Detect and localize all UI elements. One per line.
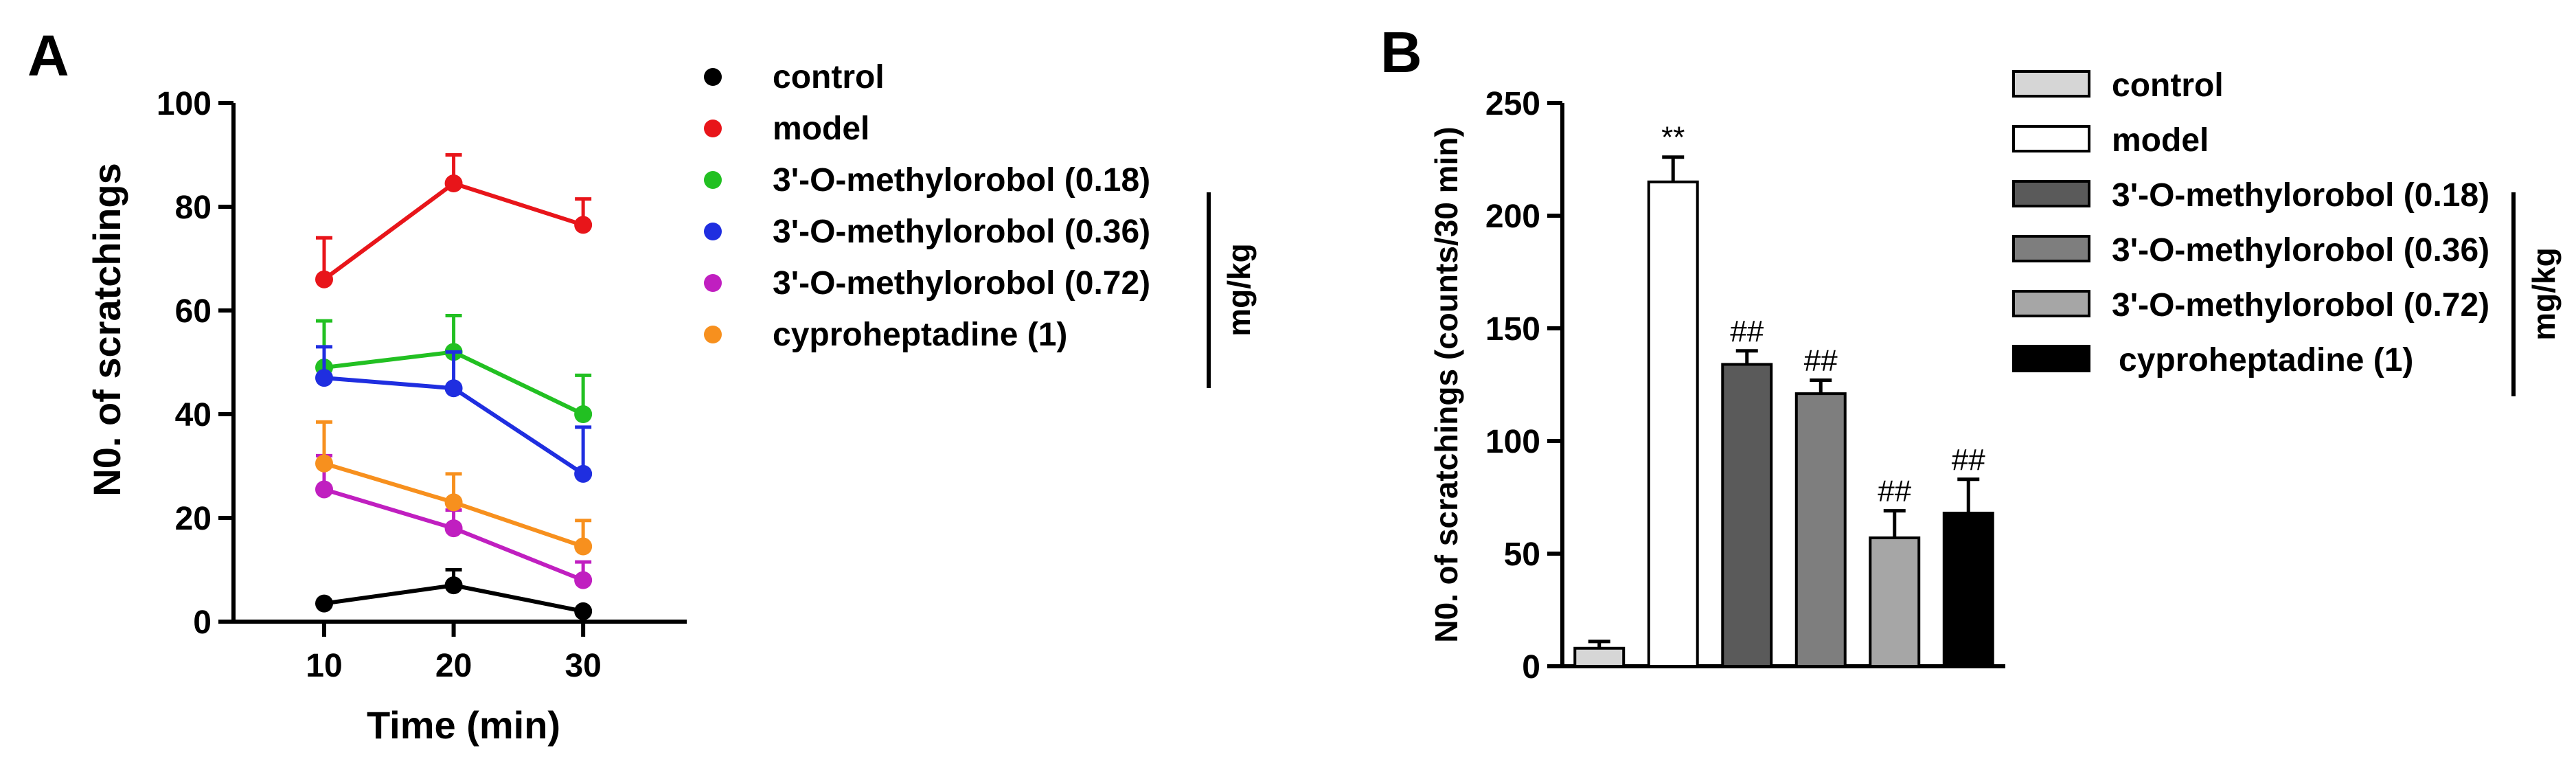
panel-b-legend-label: 3'-O-methylorobol (0.72) <box>2112 287 2489 324</box>
panel-a-data-point <box>574 571 593 589</box>
panel-b-legend-label: 3'-O-methylorobol (0.36) <box>2112 232 2489 269</box>
panel-b-legend-swatch <box>2012 180 2090 207</box>
panel-a-legend-marker <box>704 120 722 137</box>
panel-a-series-line <box>323 181 584 282</box>
panel-a-data-point <box>574 405 593 423</box>
panel-b-legend-swatch <box>2012 125 2090 152</box>
panel-b-bar <box>1794 392 1847 668</box>
panel-a-legend-marker <box>704 171 722 189</box>
panel-a-data-point <box>315 454 333 473</box>
panel-b-legend-label: cyproheptadine (1) <box>2119 342 2413 378</box>
panel-b-legend-swatch <box>2012 70 2090 98</box>
panel-b-significance-label: ## <box>1730 315 1764 348</box>
panel-b-y-tick-label: 150 <box>1485 311 1540 348</box>
panel-a-y-tick-label: 40 <box>175 397 212 433</box>
panel-a-legend-label: model <box>773 111 869 147</box>
panel-b-bar-chart: B N0. of scratchings (counts/30 min) 0 50… <box>1380 20 2562 686</box>
panel-a-data-point <box>574 602 593 620</box>
panel-a-data-point <box>315 594 333 613</box>
panel-b-y-tick-label: 250 <box>1485 86 1540 122</box>
panel-b-bar <box>1942 511 1994 668</box>
panel-b-bar <box>1721 363 1773 668</box>
panel-a-unit-label: mg/kg <box>1221 243 1257 336</box>
panel-a-line-chart: A N0. of scratchings Time (min) 0 20 40 60 8… <box>27 23 1257 747</box>
panel-a-y-tick-label: 80 <box>175 190 212 226</box>
panel-a-letter: A <box>27 23 69 88</box>
panel-a-x-tick-label: 30 <box>565 648 601 684</box>
panel-a-legend: control model 3'-O-methylorobol (0.18) 3'-O… <box>704 59 1150 353</box>
panel-a-data-point <box>444 493 463 512</box>
panel-b-bar <box>1647 180 1699 668</box>
panel-b-legend-swatch <box>2012 290 2090 317</box>
panel-a-data-point <box>444 379 463 398</box>
panel-a-data-point <box>315 270 333 288</box>
panel-a-y-tick-label: 100 <box>157 86 212 122</box>
panel-b-significance-label: ** <box>1661 121 1685 155</box>
panel-b-y-tick-label: 100 <box>1485 424 1540 460</box>
panel-a-y-tick-label: 20 <box>175 501 212 537</box>
panel-a-data-point <box>444 576 463 595</box>
panel-a-data-point <box>574 216 593 234</box>
panel-a-data-point <box>574 464 593 483</box>
panel-a-legend-label: 3'-O-methylorobol (0.72) <box>773 265 1150 302</box>
panel-a-x-tick-label: 10 <box>306 648 342 684</box>
panel-b-bar <box>1573 646 1626 668</box>
panel-b-letter: B <box>1380 20 1422 84</box>
panel-a-data-point <box>315 369 333 387</box>
panel-b-plot-area: ** ## ## ## ## <box>1573 121 1994 668</box>
panel-a-legend-label: 3'-O-methylorobol (0.18) <box>773 162 1150 199</box>
panel-b-significance-label: ## <box>1878 475 1911 508</box>
panel-a-data-point <box>444 519 463 538</box>
panel-a-plot-area <box>315 153 593 620</box>
panel-a-legend-marker <box>704 223 722 240</box>
panel-b-legend-swatch <box>2012 235 2090 262</box>
panel-b-legend-label: 3'-O-methylorobol (0.18) <box>2112 177 2489 214</box>
panel-b-legend-label: model <box>2112 122 2209 159</box>
panel-a-data-point <box>315 480 333 499</box>
panel-a-y-tick-label: 60 <box>175 293 212 330</box>
panel-b-axes: 0 50 100 150 200 250 <box>1485 86 2005 686</box>
panel-a-y-axis-title: N0. of scratchings <box>85 163 128 496</box>
panel-b-legend-label: control <box>2112 67 2224 104</box>
panel-b-significance-label: ## <box>1804 343 1838 377</box>
panel-b-y-tick-label: 200 <box>1485 199 1540 235</box>
panel-a-x-axis-title: Time (min) <box>367 703 560 747</box>
panel-a-legend-label: cyproheptadine (1) <box>773 317 1067 353</box>
panel-a-y-tick-label: 0 <box>193 604 212 641</box>
panel-b-legend-swatch <box>2012 345 2090 372</box>
panel-a-data-point <box>574 537 593 556</box>
panel-a-legend-label: control <box>773 59 885 95</box>
panel-b-legend: control model 3'-O-methylorobol (0.18) 3'-O… <box>2012 67 2489 378</box>
panel-b-significance-label: ## <box>1952 443 1985 477</box>
panel-a-legend-marker <box>704 274 722 292</box>
panel-b-unit-label: mg/kg <box>2526 247 2562 340</box>
panel-b-bar <box>1869 536 1921 668</box>
panel-a-legend-label: 3'-O-methylorobol (0.36) <box>773 214 1150 250</box>
panel-b-y-axis-title: N0. of scratchings (counts/30 min) <box>1428 126 1464 642</box>
panel-b-y-tick-label: 50 <box>1504 536 1540 573</box>
panel-b-y-tick-label: 0 <box>1522 649 1540 686</box>
panel-a-x-tick-label: 20 <box>435 648 472 684</box>
panel-a-legend-marker <box>704 68 722 86</box>
panel-a-legend-marker <box>704 326 722 343</box>
panel-a-data-point <box>444 174 463 193</box>
panel-a-axes: 0 20 40 60 80 100 10 20 30 <box>157 86 687 684</box>
